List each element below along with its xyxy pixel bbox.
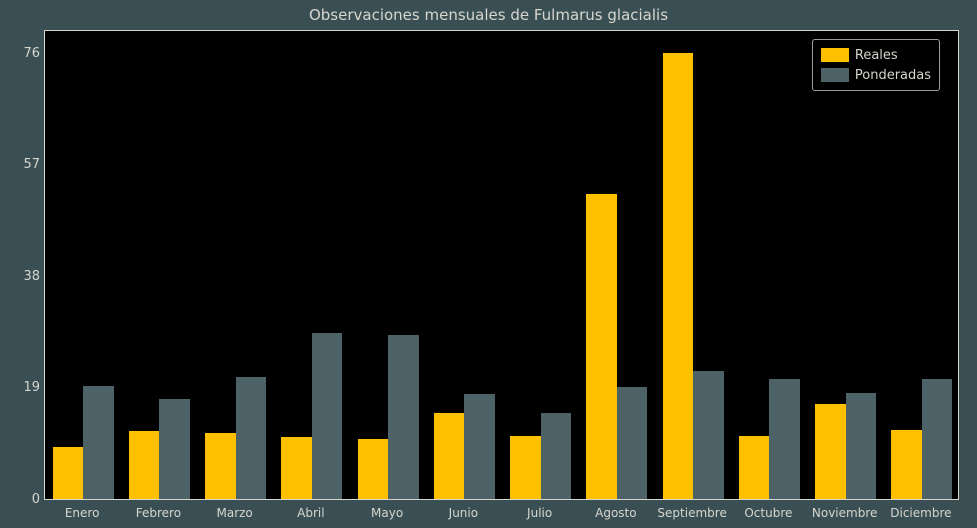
legend-row: Ponderadas bbox=[821, 65, 931, 85]
xtick-label: Marzo bbox=[216, 506, 252, 520]
bar-ponderadas-1 bbox=[159, 399, 190, 499]
xtick-label: Diciembre bbox=[890, 506, 951, 520]
bar-reales-4 bbox=[358, 439, 389, 499]
legend-swatch bbox=[821, 48, 849, 62]
bar-ponderadas-7 bbox=[617, 387, 648, 499]
legend-swatch bbox=[821, 68, 849, 82]
chart-title: Observaciones mensuales de Fulmarus glac… bbox=[0, 6, 977, 24]
xtick-label: Noviembre bbox=[812, 506, 878, 520]
legend-row: Reales bbox=[821, 45, 931, 65]
bar-reales-9 bbox=[739, 436, 770, 499]
bar-ponderadas-5 bbox=[464, 394, 495, 499]
bar-reales-6 bbox=[510, 436, 541, 499]
ytick-label: 57 bbox=[4, 157, 40, 172]
legend-label: Ponderadas bbox=[855, 68, 931, 83]
legend-label: Reales bbox=[855, 48, 898, 63]
xtick-label: Agosto bbox=[595, 506, 636, 520]
bar-ponderadas-0 bbox=[83, 386, 114, 499]
bar-reales-5 bbox=[434, 413, 465, 499]
bar-ponderadas-9 bbox=[769, 379, 800, 499]
ytick-label: 76 bbox=[4, 46, 40, 61]
xtick-label: Octubre bbox=[744, 506, 792, 520]
bar-ponderadas-3 bbox=[312, 333, 343, 499]
figure: Observaciones mensuales de Fulmarus glac… bbox=[0, 0, 977, 528]
ytick-label: 0 bbox=[4, 492, 40, 507]
bar-reales-3 bbox=[281, 437, 312, 499]
bar-reales-11 bbox=[891, 430, 922, 499]
xtick-label: Julio bbox=[527, 506, 552, 520]
bar-reales-0 bbox=[53, 447, 84, 499]
ytick-label: 19 bbox=[4, 380, 40, 395]
bar-reales-8 bbox=[663, 53, 694, 500]
ytick-label: 38 bbox=[4, 269, 40, 284]
bar-ponderadas-4 bbox=[388, 335, 419, 500]
xtick-label: Junio bbox=[449, 506, 478, 520]
xtick-label: Febrero bbox=[136, 506, 181, 520]
bar-ponderadas-10 bbox=[846, 393, 877, 499]
bar-ponderadas-6 bbox=[541, 413, 572, 499]
plot-area: Reales Ponderadas bbox=[44, 30, 959, 500]
xtick-label: Abril bbox=[297, 506, 324, 520]
bar-ponderadas-8 bbox=[693, 371, 724, 499]
bar-reales-1 bbox=[129, 431, 160, 499]
xtick-label: Septiembre bbox=[657, 506, 726, 520]
legend: Reales Ponderadas bbox=[812, 39, 940, 91]
bar-ponderadas-11 bbox=[922, 379, 953, 499]
bar-ponderadas-2 bbox=[236, 377, 267, 499]
bar-reales-7 bbox=[586, 194, 617, 500]
xtick-label: Mayo bbox=[371, 506, 403, 520]
bar-reales-10 bbox=[815, 404, 846, 499]
xtick-label: Enero bbox=[65, 506, 100, 520]
bar-reales-2 bbox=[205, 433, 236, 499]
